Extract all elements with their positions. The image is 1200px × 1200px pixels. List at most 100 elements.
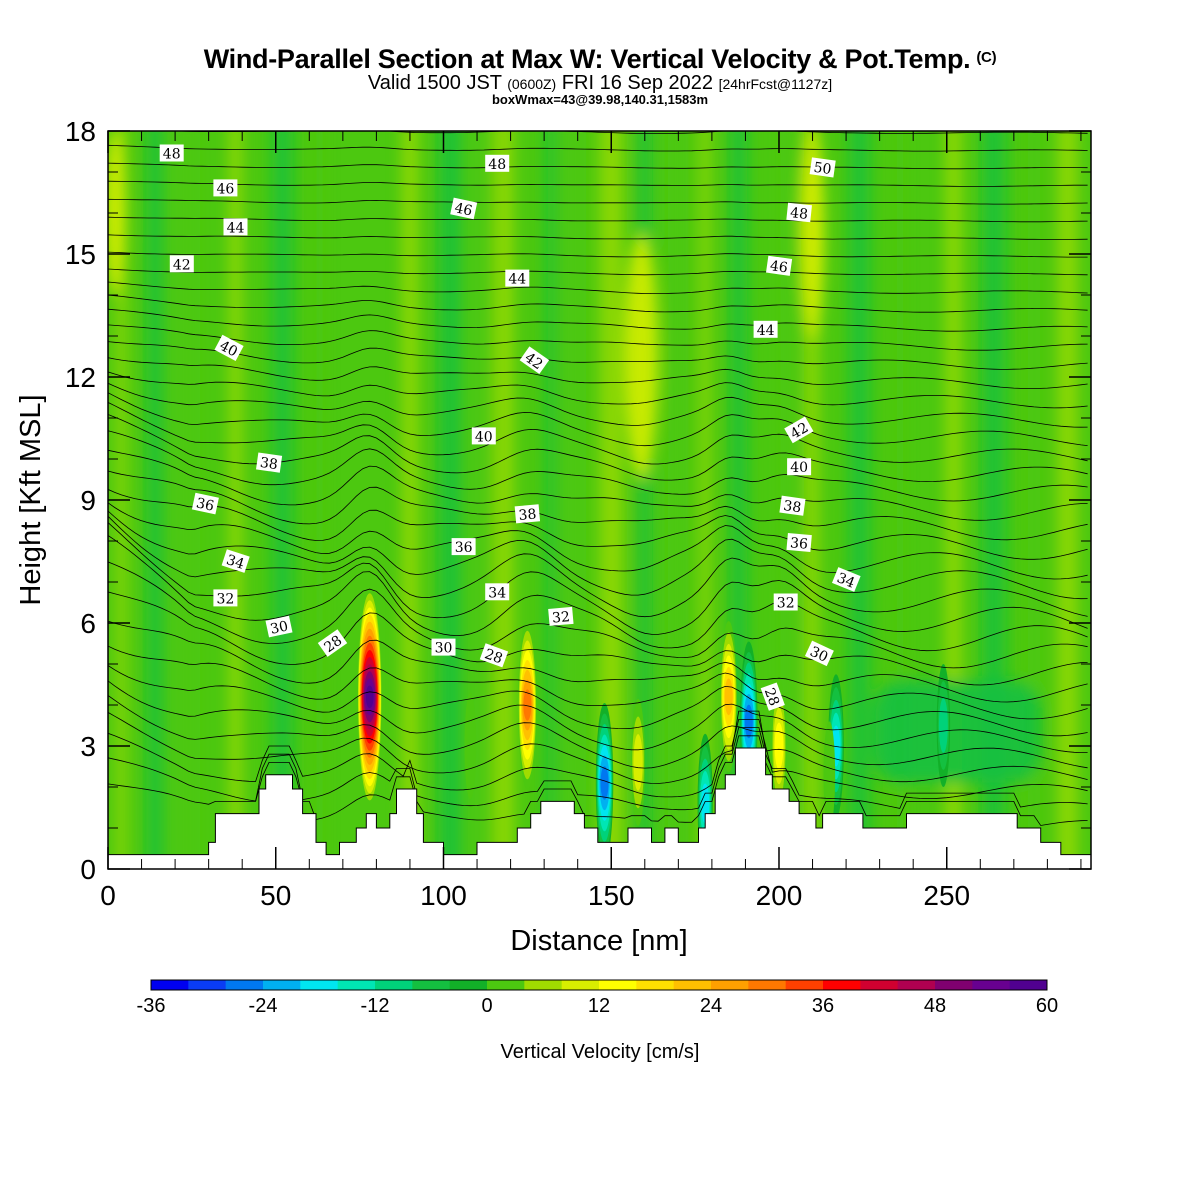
theta-label-box [787,458,812,476]
updraft-ring [523,689,532,721]
updraft-ring [774,722,784,770]
colorbar-tick-label: -36 [137,995,166,1017]
theta-label: 36 [191,492,219,515]
theta-label-box [505,269,530,287]
colorbar-swatch [860,980,899,990]
theta-contour [108,281,1088,295]
colorbar-swatch [375,980,413,990]
field-streak [700,131,711,869]
theta-label-box [779,495,806,516]
theta-contour [108,591,1088,686]
theta-label: 48 [786,202,812,223]
colorbar-swatch [263,980,301,990]
colorbar-swatch [412,980,451,990]
theta-label-text: 36 [789,535,808,552]
theta-label: 34 [221,549,250,573]
theta-label: 34 [831,567,861,592]
y-tick-label: 18 [65,116,96,147]
theta-contour [108,620,1088,703]
x-axis-label: Distance [nm] [510,925,687,957]
theta-label: 42 [169,255,194,273]
theta-contour [108,341,1088,370]
updraft-ring [365,685,374,709]
theta-label-box [519,346,550,375]
field-streak [849,131,870,869]
field-streak [176,131,201,869]
field-streak [894,131,905,869]
colorbar-tick-label: 24 [700,995,722,1017]
colorbar-swatch [300,980,339,990]
theta-contour [108,371,1088,409]
updraft-core [771,678,787,814]
theta-label-box [471,427,496,445]
colorbar-tick-label: 12 [588,995,610,1017]
theta-label: 50 [809,157,836,178]
theta-contour [108,162,1088,170]
theta-contour [108,710,1088,784]
theta-contour [108,470,1088,541]
theta-contour [108,144,1088,152]
theta-label-text: 34 [488,585,506,601]
field-streak [477,131,491,869]
chart-title: Wind-Parallel Section at Max W: Vertical… [203,44,997,74]
theta-contour [108,522,1088,635]
theta-label: 40 [787,458,812,476]
field-streak [545,131,556,869]
field-streak [872,680,1041,783]
colorbar-tick-label: 48 [924,995,946,1017]
field-streak [668,131,689,869]
updraft-core [631,698,646,826]
theta-label: 46 [766,255,793,276]
theta-label-box [760,682,785,711]
updraft-ring [724,678,733,716]
theta-label-text: 28 [761,686,782,708]
theta-label-box [784,416,814,444]
field-streak [146,131,164,869]
x-tick-label: 200 [756,880,803,911]
field-streak [1027,131,1041,869]
theta-label-text: 42 [173,257,191,273]
theta-label-box [213,179,238,197]
theta-label-text: 32 [777,596,795,612]
theta-label: 30 [265,615,293,638]
y-tick-label: 3 [80,731,96,762]
colorbar-swatch [823,980,861,990]
theta-contour [108,719,1088,799]
field-streak [438,131,462,869]
colorbar-tick-label: 0 [481,995,492,1017]
theta-contour [108,516,1088,618]
theta-contour [108,430,1088,502]
terrain-fill [108,747,1091,869]
updraft-ring [633,734,643,791]
theta-label-box [431,638,456,656]
theta-contour [108,680,1088,753]
theta-label-text: 38 [518,507,537,524]
theta-label-box [221,549,250,573]
theta-label: 38 [779,495,806,516]
theta-label-text: 40 [217,338,240,360]
theta-label-box [485,154,510,172]
theta-contour [108,234,1088,240]
theta-contour [108,727,1088,811]
theta-label: 38 [256,452,283,473]
colorbar-swatch [188,980,227,990]
theta-label-box [450,197,478,220]
theta-contour [108,198,1088,205]
theta-label-box [753,320,778,338]
theta-label-text: 40 [475,429,493,445]
theta-label-box [317,629,348,657]
colorbar-swatch [449,980,488,990]
copyright-mark: (C) [976,49,997,66]
theta-contour [108,216,1088,223]
field-streak [1057,131,1078,869]
theta-contour [108,449,1088,521]
theta-label-box [786,202,812,223]
theta-label: 38 [514,504,541,524]
y-tick-label: 15 [65,239,96,270]
updraft-ring [823,721,836,828]
theta-label-text: 46 [453,200,474,219]
theta-label-text: 34 [224,552,246,573]
theta-label: 40 [214,334,244,361]
colorbar-tick-label: -12 [361,995,390,1017]
